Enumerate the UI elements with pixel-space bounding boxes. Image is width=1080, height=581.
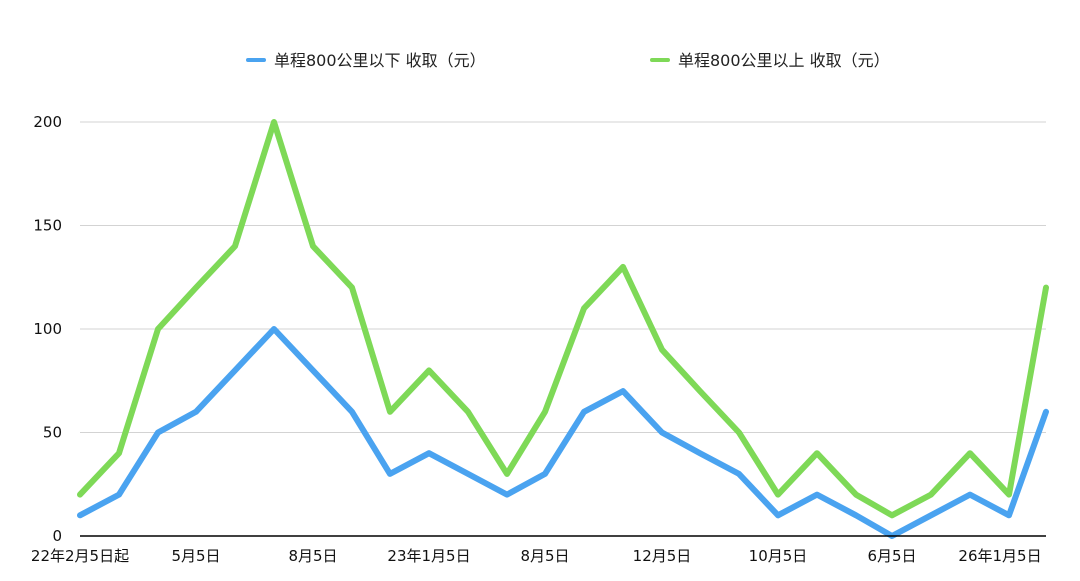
grid-lines <box>80 121 1046 433</box>
legend-label-2: 单程800公里以上 收取（元） <box>678 51 890 70</box>
series-lines <box>77 119 1049 539</box>
x-tick-label: 10月5日 <box>749 547 808 565</box>
y-tick-label: 100 <box>33 320 62 338</box>
y-axis-ticks: 0 50 100 150 200 <box>33 113 62 545</box>
x-tick-label: 8月5日 <box>520 547 569 565</box>
x-axis-ticks: 22年2月5日起 5月5日 8月5日 23年1月5日 8月5日 12月5日 10月5日 6月5… <box>31 547 1042 565</box>
y-tick-label: 200 <box>33 113 62 131</box>
x-tick-label: 12月5日 <box>633 547 692 565</box>
y-tick-label: 50 <box>43 424 62 442</box>
series-line-1 <box>77 326 1049 539</box>
x-tick-label: 22年2月5日起 <box>31 547 129 565</box>
x-tick-label: 23年1月5日 <box>387 547 470 565</box>
series-line-2 <box>77 119 1049 519</box>
x-tick-label: 6月5日 <box>867 547 916 565</box>
y-tick-label: 150 <box>33 217 62 235</box>
x-tick-label: 26年1月5日 <box>958 547 1041 565</box>
x-tick-label: 8月5日 <box>288 547 337 565</box>
x-tick-label: 5月5日 <box>171 547 220 565</box>
legend-label-1: 单程800公里以下 收取（元） <box>274 51 486 70</box>
y-tick-label: 0 <box>52 527 62 545</box>
legend: 单程800公里以下 收取（元） 单程800公里以上 收取（元） <box>246 51 890 70</box>
